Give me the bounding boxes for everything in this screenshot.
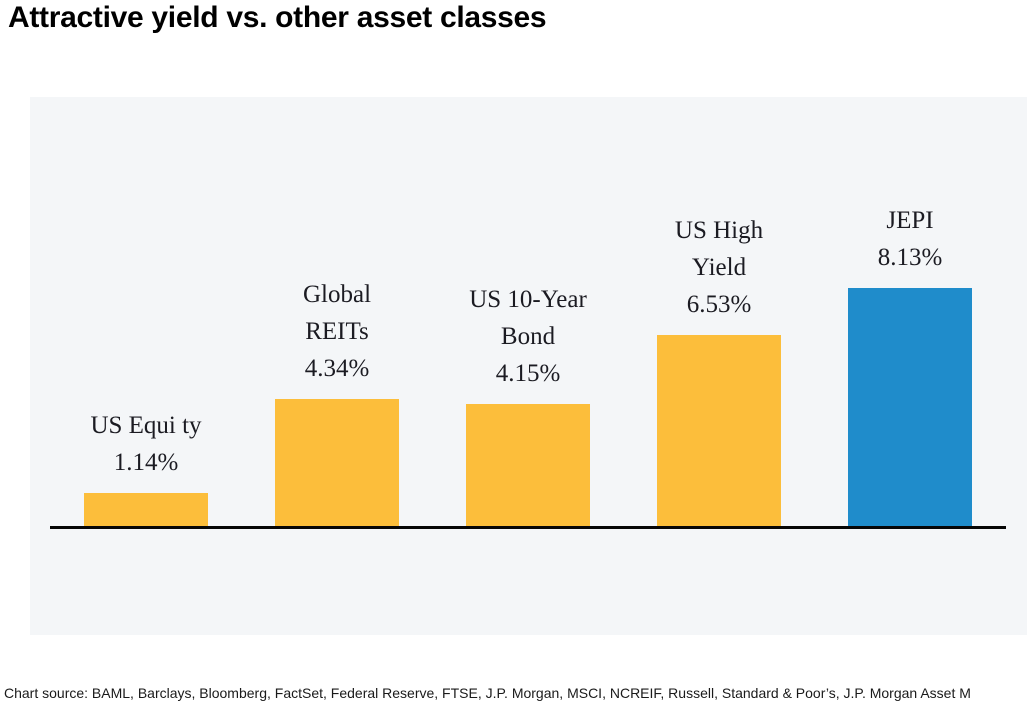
bar-category-line: US 10-Year bbox=[469, 286, 587, 313]
chart-panel: US Equi ty 1.14% Global REITs 4.34% US 10-Yea… bbox=[30, 97, 1027, 635]
bar-5 bbox=[848, 288, 972, 526]
x-axis-line bbox=[50, 526, 1006, 529]
bar-label-1: US Equi ty 1.14% bbox=[36, 407, 256, 481]
bar-2 bbox=[275, 399, 399, 526]
bar-category-line: Global bbox=[302, 281, 372, 308]
bar-label-4: US High Yield 6.53% bbox=[609, 212, 829, 323]
bar-3 bbox=[466, 404, 590, 526]
bar-value: 8.13% bbox=[877, 244, 943, 271]
bar-category-line: REITs bbox=[305, 318, 369, 345]
bar-value: 4.15% bbox=[495, 360, 561, 387]
bar-label-2: Global REITs 4.34% bbox=[227, 276, 447, 387]
bar-category-line: US Equi ty bbox=[90, 412, 202, 439]
bar-category-line: US High bbox=[674, 217, 764, 244]
bar-label-5: JEPI 8.13% bbox=[800, 202, 1020, 276]
bar-category-line: JEPI bbox=[886, 207, 934, 234]
bar-category-line: Bond bbox=[500, 323, 556, 350]
bar-category-line: Yield bbox=[691, 254, 747, 281]
page-title: Attractive yield vs. other asset classes bbox=[8, 1, 547, 34]
bar-1 bbox=[84, 493, 208, 526]
bar-4 bbox=[657, 335, 781, 526]
bar-value: 6.53% bbox=[686, 291, 752, 318]
chart-source-note: Chart source: BAML, Barclays, Bloomberg,… bbox=[4, 685, 971, 701]
bar-label-3: US 10-Year Bond 4.15% bbox=[418, 281, 638, 392]
bar-value: 1.14% bbox=[113, 449, 179, 476]
bar-value: 4.34% bbox=[304, 355, 370, 382]
